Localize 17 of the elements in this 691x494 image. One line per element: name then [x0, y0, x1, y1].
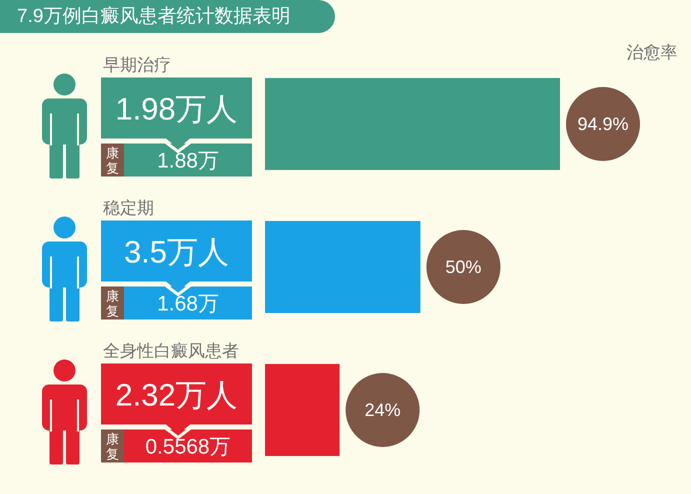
text: 1.98万人	[115, 92, 238, 126]
text: 1.88万	[157, 150, 219, 172]
text: 康复	[106, 432, 119, 462]
text: 1.68万	[157, 292, 219, 316]
y-tick-label: 早期治疗	[103, 56, 171, 74]
y-tick-label: 稳定期	[103, 198, 154, 218]
data-label: 24%	[364, 400, 401, 420]
data-label: 94.9%	[577, 114, 629, 134]
text: 3.5万人	[124, 234, 230, 270]
text: 0.5568万	[145, 436, 231, 458]
y-tick-label: 全身性白癜风患者	[103, 342, 239, 360]
data-label: 50%	[445, 257, 482, 277]
x-axis-title: 治愈率	[626, 43, 678, 62]
text: 2.32万人	[115, 378, 238, 412]
text: 康复	[106, 288, 119, 318]
chart-title: 7.9万例白癜风患者统计数据表明	[0, 0, 335, 33]
text: 康复	[106, 146, 119, 176]
